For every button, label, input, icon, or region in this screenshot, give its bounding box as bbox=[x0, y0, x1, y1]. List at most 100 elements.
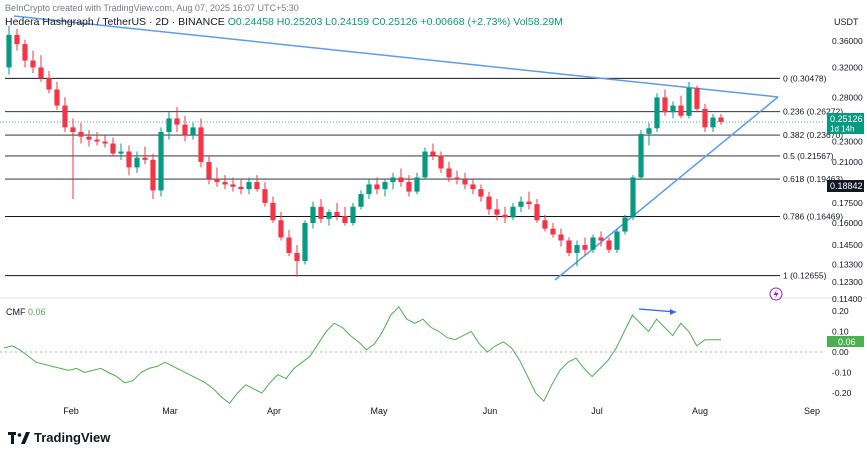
candle-body bbox=[270, 202, 276, 221]
candle-body bbox=[78, 131, 84, 137]
candle-body bbox=[310, 206, 316, 223]
cmf-tick: -0.10 bbox=[832, 368, 852, 378]
candlestick-series bbox=[6, 25, 724, 277]
candle-body bbox=[230, 184, 236, 187]
time-tick: May bbox=[370, 406, 388, 416]
tradingview-logo: TradingView bbox=[8, 430, 110, 445]
candle-body bbox=[262, 189, 268, 203]
cmf-legend: CMF 0.06 bbox=[6, 307, 46, 317]
candle-body bbox=[22, 44, 28, 61]
candle-body bbox=[518, 201, 524, 207]
candle-body bbox=[166, 118, 172, 132]
price-tick: 0.12300 bbox=[832, 277, 863, 287]
candle-body bbox=[118, 151, 124, 154]
prev-level-badge: 0.18842 bbox=[827, 180, 864, 192]
time-tick: Jul bbox=[591, 406, 603, 416]
candle-body bbox=[190, 127, 196, 136]
symbol-legend: Hedera Hashgraph / TetherUS · 2D · BINAN… bbox=[5, 16, 563, 28]
candle-body bbox=[614, 231, 620, 250]
candle-body bbox=[438, 155, 444, 169]
time-tick: Feb bbox=[63, 406, 79, 416]
candle-body bbox=[206, 161, 212, 179]
candle-body bbox=[710, 117, 716, 128]
candle-body bbox=[430, 151, 436, 156]
fib-levels: 0 (0.30478) 0.236 (0.26272) 0.382 (0.23670… bbox=[5, 73, 843, 281]
candle-body bbox=[302, 222, 308, 262]
candle-body bbox=[414, 177, 420, 192]
logo-text: TradingView bbox=[34, 430, 111, 445]
candle-body bbox=[134, 157, 140, 168]
price-tick: 0.11400 bbox=[832, 294, 862, 304]
candle-body bbox=[462, 179, 468, 185]
svg-text:1d 14h: 1d 14h bbox=[830, 125, 854, 134]
candle-body bbox=[638, 133, 644, 178]
fib-label: 0.786 (0.16469) bbox=[783, 211, 843, 221]
candle-body bbox=[558, 234, 564, 241]
cmf-tick: 0.20 bbox=[832, 306, 849, 316]
svg-text:0.06: 0.06 bbox=[838, 337, 856, 347]
candle-body bbox=[46, 78, 52, 90]
candle-body bbox=[494, 209, 500, 215]
candle-body bbox=[446, 168, 452, 178]
cmf-line bbox=[3, 306, 721, 404]
svg-text:0.18842: 0.18842 bbox=[830, 181, 863, 191]
currency-label: USDT bbox=[834, 17, 859, 27]
svg-text:0.25126: 0.25126 bbox=[830, 114, 863, 124]
candle-body bbox=[182, 124, 188, 136]
lightning-icon[interactable] bbox=[769, 287, 783, 301]
candle-body bbox=[110, 143, 116, 154]
candle-body bbox=[334, 212, 340, 217]
candle-body bbox=[6, 34, 12, 68]
candle-body bbox=[382, 182, 388, 190]
cmf-label: CMF bbox=[6, 307, 26, 317]
price-tick: 0.14500 bbox=[832, 240, 863, 250]
cmf-axis: 0.20 0.10 0.00 -0.10 -0.20 bbox=[832, 306, 852, 398]
candle-body bbox=[550, 228, 556, 235]
volume-value: Vol58.29M bbox=[513, 16, 563, 28]
candle-body bbox=[574, 245, 580, 253]
candle-body bbox=[86, 136, 92, 140]
candle-body bbox=[158, 131, 164, 191]
candle-body bbox=[646, 128, 652, 134]
candle-body bbox=[630, 177, 636, 218]
candle-body bbox=[398, 177, 404, 183]
time-axis: Feb Mar Apr May Jun Jul Aug Sep bbox=[63, 406, 820, 416]
time-tick: Sep bbox=[804, 406, 820, 416]
candle-body bbox=[470, 184, 476, 190]
candle-body bbox=[358, 194, 364, 207]
candle-body bbox=[510, 206, 516, 218]
candle-body bbox=[126, 151, 132, 168]
candle-body bbox=[582, 245, 588, 250]
candle-body bbox=[350, 206, 356, 223]
candle-body bbox=[38, 67, 44, 79]
candle-body bbox=[62, 105, 68, 128]
candle-body bbox=[54, 89, 60, 106]
candle-body bbox=[542, 220, 548, 229]
candle-body bbox=[150, 159, 156, 191]
candle-body bbox=[678, 105, 684, 116]
candle-body bbox=[662, 97, 668, 113]
price-tick: 0.32000 bbox=[832, 62, 863, 72]
candle-body bbox=[390, 177, 396, 183]
candle-body bbox=[174, 118, 180, 125]
candle-body bbox=[590, 237, 596, 250]
candle-body bbox=[246, 182, 252, 190]
fib-label: 0.5 (0.21567) bbox=[783, 151, 834, 161]
symbol-name: Hedera Hashgraph / TetherUS · 2D · BINAN… bbox=[5, 16, 225, 28]
candle-body bbox=[670, 105, 676, 113]
candle-body bbox=[342, 216, 348, 223]
candle-body bbox=[694, 87, 700, 109]
tradingview-icon bbox=[8, 432, 30, 444]
candle-body bbox=[214, 178, 220, 183]
cmf-tick: -0.20 bbox=[832, 388, 852, 398]
candle-body bbox=[278, 220, 284, 238]
candle-body bbox=[366, 184, 372, 195]
candle-body bbox=[286, 237, 292, 253]
created-header: BeInCrypto created with TradingView.com,… bbox=[5, 3, 299, 13]
time-tick: Aug bbox=[692, 406, 708, 416]
candle-body bbox=[686, 87, 692, 116]
low-value: L0.24159 bbox=[325, 16, 370, 28]
candle-body bbox=[422, 151, 428, 178]
price-tick: 0.23000 bbox=[832, 137, 863, 147]
